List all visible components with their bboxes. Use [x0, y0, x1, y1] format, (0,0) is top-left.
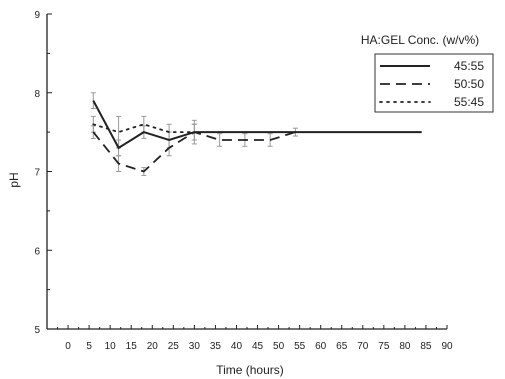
x-tick-label: 75 [378, 341, 390, 352]
x-tick-label: 5 [86, 341, 92, 352]
x-tick-label: 85 [420, 341, 432, 352]
x-tick-label: 45 [252, 341, 264, 352]
x-tick-label: 15 [126, 341, 138, 352]
series-lines [92, 100, 422, 173]
y-tick-label: 6 [34, 246, 40, 257]
legend-label: 55:45 [454, 95, 484, 109]
x-tick-label: 20 [147, 341, 159, 352]
legend-title: HA:GEL Conc. (w/v%) [361, 33, 479, 47]
x-tick-label: 50 [273, 341, 285, 352]
error-bars [90, 92, 298, 176]
y-tick-label: 9 [34, 10, 40, 21]
series-line-1 [92, 131, 296, 173]
x-tick-label: 60 [315, 341, 327, 352]
x-tick-label: 0 [65, 341, 71, 352]
x-tick-label: 25 [168, 341, 180, 352]
legend: HA:GEL Conc. (w/v%) 45:55 50:50 55:45 [361, 33, 494, 113]
legend-label: 50:50 [454, 77, 484, 91]
x-tick-label: 10 [105, 341, 117, 352]
y-tick-label: 5 [34, 325, 40, 336]
y-tick-label: 8 [34, 89, 40, 100]
x-tick-label: 35 [210, 341, 222, 352]
x-tick-label: 80 [399, 341, 411, 352]
x-tick-label: 90 [441, 341, 453, 352]
series-line-0 [92, 100, 422, 150]
legend-label: 45:55 [454, 59, 484, 73]
x-tick-label: 30 [189, 341, 201, 352]
x-axis-title: Time (hours) [216, 363, 284, 377]
ticks: 0 5 10 15 20 25 30 35 40 45 50 55 60 65 70 75 80 85 90 5 6 7 8… [34, 10, 453, 352]
x-tick-label: 70 [357, 341, 369, 352]
x-tick-label: 40 [231, 341, 243, 352]
y-tick-label: 7 [34, 168, 40, 179]
x-tick-label: 55 [294, 341, 306, 352]
y-axis-title: pH [7, 172, 21, 187]
x-tick-label: 65 [336, 341, 348, 352]
